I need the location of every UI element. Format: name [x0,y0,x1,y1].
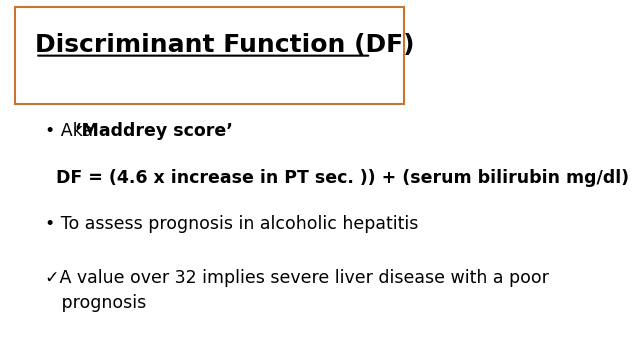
Text: prognosis: prognosis [45,294,147,312]
Text: Discriminant Function (DF): Discriminant Function (DF) [35,33,415,57]
Text: ✓A value over 32 implies severe liver disease with a poor: ✓A value over 32 implies severe liver di… [45,269,549,287]
Text: ‘Maddrey score’: ‘Maddrey score’ [75,122,233,140]
Text: • Aka: • Aka [45,122,99,140]
FancyBboxPatch shape [15,7,404,104]
Text: DF = (4.6 x increase in PT sec. )) + (serum bilirubin mg/dl): DF = (4.6 x increase in PT sec. )) + (se… [56,169,628,187]
Text: • To assess prognosis in alcoholic hepatitis: • To assess prognosis in alcoholic hepat… [45,215,419,233]
